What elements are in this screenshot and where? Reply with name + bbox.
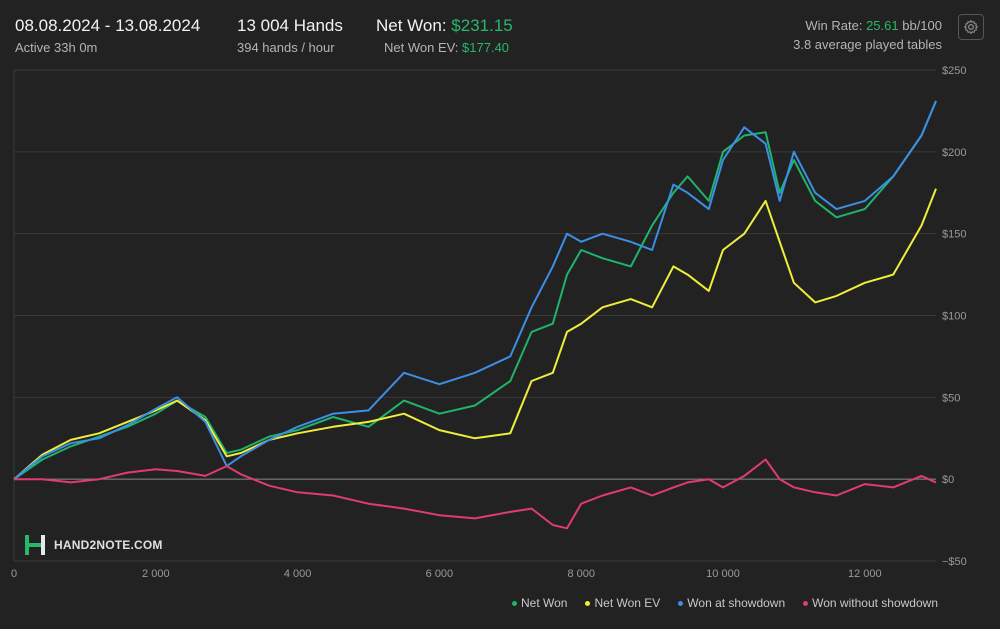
gear-icon [963, 19, 979, 35]
active-time: Active 33h 0m [15, 40, 98, 55]
hands-per-hour: 394 hands / hour [237, 40, 335, 55]
legend-net-won[interactable]: Net Won [512, 596, 567, 610]
chart-legend: Net Won Net Won EV Won at showdown Won w… [512, 596, 938, 610]
win-rate-value: 25.61 [866, 18, 899, 33]
legend-label: Net Won [521, 596, 568, 610]
x-tick-label: 6 000 [426, 568, 454, 580]
legend-dot [512, 600, 518, 606]
net-won-value: $231.15 [451, 16, 513, 35]
legend-dot [585, 600, 591, 606]
x-tick-label: 10 000 [706, 568, 740, 580]
net-won-ev-label: Net Won EV: [384, 40, 463, 55]
chart-series [13, 100, 937, 530]
win-rate-label: Win Rate: [805, 18, 867, 33]
net-won-label: Net Won: [376, 16, 452, 35]
x-tick-label: 2 000 [142, 568, 170, 580]
y-tick-label: $200 [942, 147, 966, 159]
y-tick-label: −$50 [942, 556, 967, 568]
hands-count: 13 004 Hands [237, 16, 343, 35]
net-won-ev-value: $177.40 [462, 40, 510, 55]
x-tick-label: 4 000 [284, 568, 312, 580]
series-line-won-without-showdown [14, 458, 937, 530]
y-tick-label: $0 [942, 474, 954, 486]
y-tick-label: $50 [942, 392, 960, 404]
legend-won-without-showdown[interactable]: Won without showdown [803, 596, 938, 610]
brand-watermark: HAND2NOTE.COM [24, 534, 163, 556]
series-line-net-won-ev [13, 188, 937, 480]
legend-dot [803, 600, 809, 606]
x-tick-label: 0 [11, 568, 17, 580]
legend-label: Net Won EV [594, 596, 661, 610]
y-tick-label: $100 [942, 311, 966, 323]
win-rate-unit: bb/100 [898, 18, 942, 33]
legend-label: Won at showdown [687, 596, 786, 610]
legend-net-won-ev[interactable]: Net Won EV [585, 596, 660, 610]
legend-label: Won without showdown [812, 596, 938, 610]
net-won-summary: Net Won: $231.15 [376, 16, 513, 36]
legend-won-at-showdown[interactable]: Won at showdown [678, 596, 785, 610]
chart-grid [13, 69, 936, 562]
hand2note-logo-icon [25, 535, 45, 555]
chart-axes: $250 $200 $150 $100 $50 $0 −$50 0 2 000 4 000 6 00… [11, 65, 967, 580]
brand-name: HAND2NOTE.COM [54, 538, 163, 552]
series-line-won-at-showdown [13, 100, 937, 480]
y-tick-label: $250 [942, 65, 966, 77]
x-tick-label: 12 000 [848, 568, 882, 580]
y-tick-label: $150 [942, 229, 966, 241]
settings-button[interactable] [958, 14, 984, 40]
legend-dot [678, 600, 684, 606]
win-rate: Win Rate: 25.61 bb/100 [805, 18, 942, 33]
avg-tables: 3.8 average played tables [793, 37, 942, 52]
net-won-ev-summary: Net Won EV: $177.40 [384, 40, 509, 55]
date-range: 08.08.2024 - 13.08.2024 [15, 16, 201, 35]
x-tick-label: 8 000 [567, 568, 595, 580]
